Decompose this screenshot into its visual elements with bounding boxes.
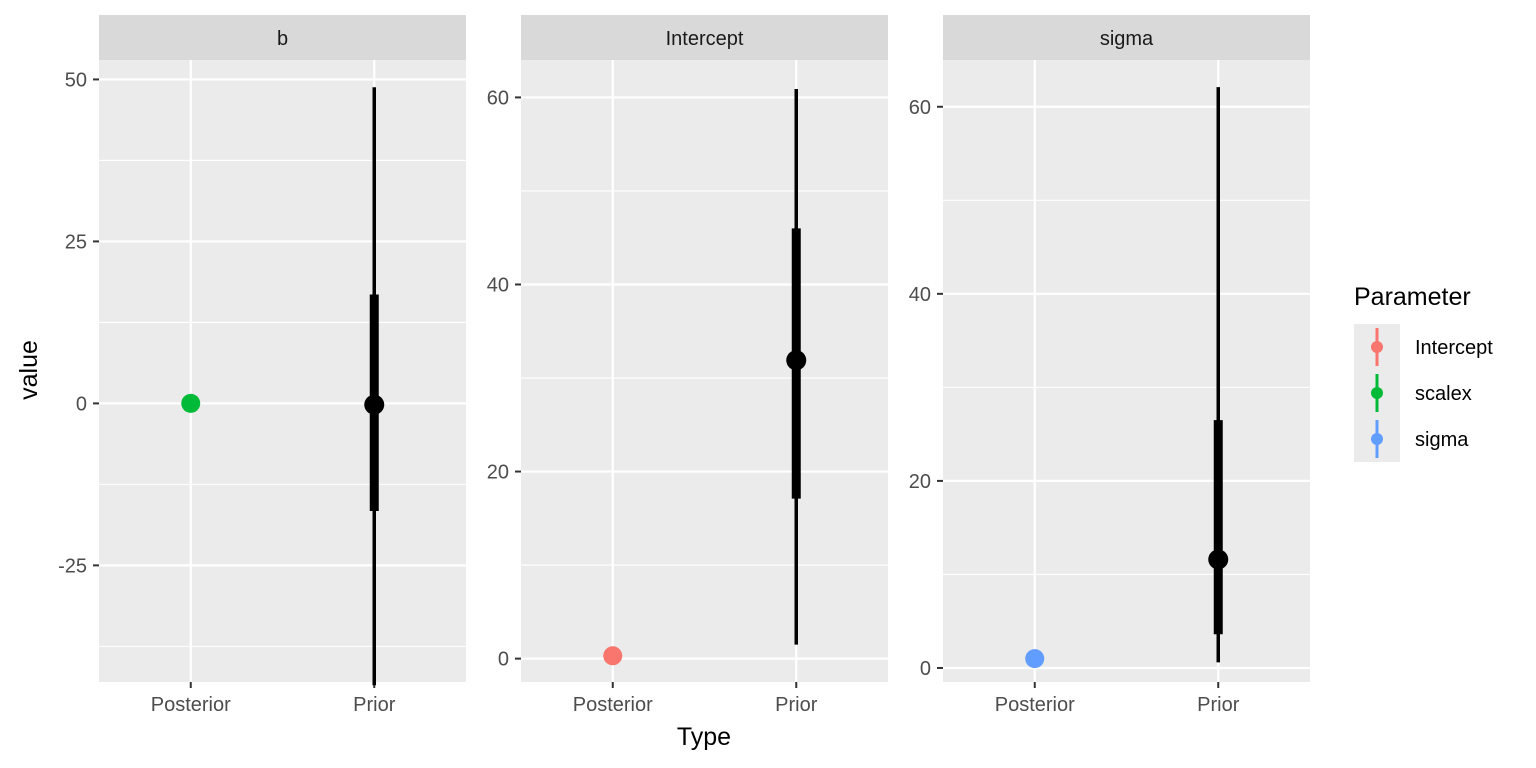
y-tick-label: 60 [487,87,509,109]
legend-key-point [1371,387,1383,399]
facet-strip [943,15,1310,60]
panel-background [943,60,1310,682]
x-tick-label: Posterior [151,694,231,716]
y-tick-label: 20 [487,462,509,484]
panel-background [521,60,888,682]
x-tick-label: Posterior [995,694,1075,716]
x-tick-label: Prior [353,694,396,716]
x-tick-label: Prior [1197,694,1240,716]
facet-panel-2: Intercept 60 40 20 0 Posterior Prior [487,15,888,716]
panel-background [99,60,466,682]
legend: Parameter Intercept scalex sigma [1354,283,1493,462]
x-tick-label: Posterior [573,694,653,716]
facet-panel-3: sigma 60 40 20 0 Posterior Prior [909,15,1310,716]
y-axis-title: value [15,340,43,400]
legend-label: Intercept [1415,337,1493,359]
x-axis-title: Type [677,723,731,751]
facet-strip-label: Intercept [666,28,744,50]
prior-point [1208,549,1229,570]
posterior-point-Intercept [603,646,623,666]
facet-strip-label: b [277,28,288,50]
legend-key-point [1371,433,1383,445]
posterior-point-scalex [181,393,201,413]
posterior-point-sigma [1025,649,1045,669]
facet-strip-label: sigma [1100,28,1154,50]
y-tick-label: 0 [76,393,87,415]
legend-item-sigma: sigma [1371,420,1469,458]
y-tick-label: 40 [487,274,509,296]
prior-point [786,350,807,371]
y-tick-label: 60 [909,97,931,119]
y-tick-label: 25 [65,231,87,253]
y-tick-label: 50 [65,69,87,91]
facet-panels: b 50 25 0 -25 Posterior Prior Intercept 60 40 20 0 P… [58,15,1310,716]
legend-label: sigma [1415,429,1469,451]
y-tick-label: -25 [58,555,87,577]
facet-strip [99,15,466,60]
legend-key-point [1371,341,1383,353]
x-tick-label: Prior [775,694,818,716]
prior-point [364,394,385,415]
legend-item-scalex: scalex [1371,374,1472,412]
y-tick-label: 0 [498,649,509,671]
y-tick-label: 0 [920,658,931,680]
y-tick-label: 40 [909,284,931,306]
legend-item-intercept: Intercept [1371,328,1493,366]
facet-panel-1: b 50 25 0 -25 Posterior Prior [58,15,466,716]
y-tick-label: 20 [909,471,931,493]
legend-label: scalex [1415,383,1472,405]
legend-title: Parameter [1354,283,1471,311]
facet-strip [521,15,888,60]
